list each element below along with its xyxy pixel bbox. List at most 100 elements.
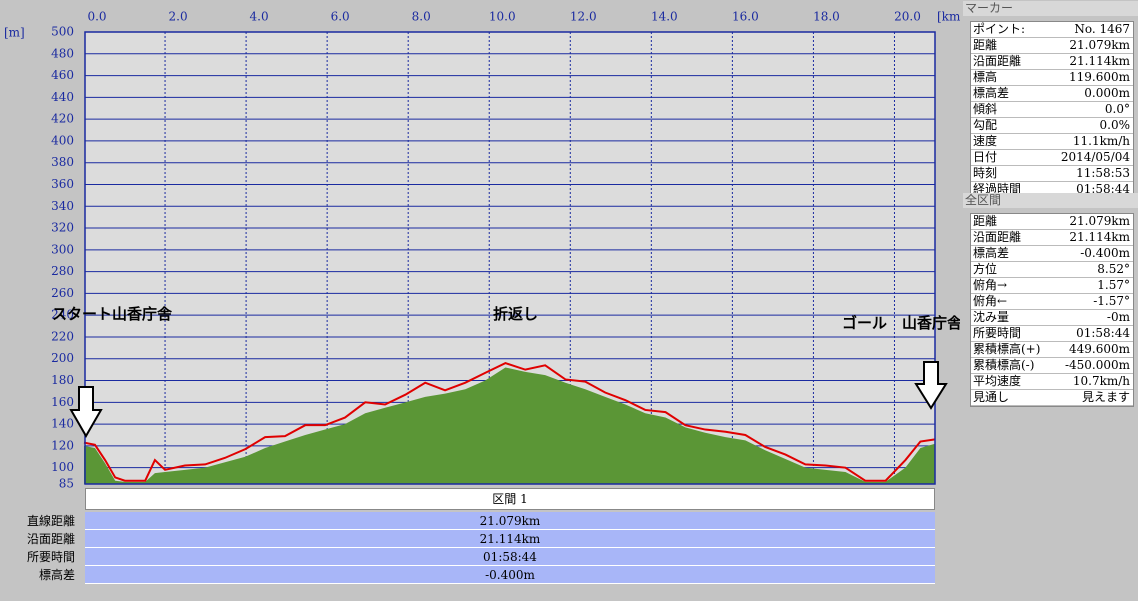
panel-row: 距離 21.079km [971, 214, 1133, 230]
y-tick-label: 160 [51, 395, 74, 409]
annotation: 折返し [493, 305, 538, 323]
row-label: 直線距離 [26, 514, 75, 528]
x-tick-label: 16.0 [732, 10, 759, 24]
x-tick-label: 10.0 [489, 10, 516, 24]
row-label: 俯角← [973, 294, 1008, 308]
row-value: 01:58:44 [85, 548, 935, 566]
route-line [83, 362, 936, 482]
row-label: 日付 [973, 150, 998, 164]
row-label: 累積標高(+) [973, 342, 1041, 356]
x-tick-label: 4.0 [250, 10, 269, 24]
panel-row: 標高差 0.000m [971, 86, 1133, 102]
arrow-goal [914, 361, 948, 410]
y-tick-label: 260 [51, 286, 74, 300]
row-label: 所要時間 [26, 550, 75, 564]
row-label: 所要時間 [973, 326, 1022, 340]
row-value: 21.114km [85, 530, 935, 548]
row-label: 傾斜 [973, 102, 998, 116]
panel-row: 傾斜 0.0° [971, 102, 1133, 118]
y-tick-label: 120 [51, 438, 74, 452]
row-label: 経過時間 [973, 182, 1022, 196]
row-label: 沿面距離 [973, 230, 1022, 244]
row-value: 0.0° [1104, 102, 1130, 116]
row-label: 距離 [973, 38, 998, 52]
row-value: 119.600m [1068, 70, 1130, 84]
row-label: 勾配 [973, 118, 998, 132]
panel-row: 沿面距離 21.114km [971, 230, 1133, 246]
row-value: 0.0% [1099, 118, 1131, 132]
y-axis-unit: [m] [4, 26, 25, 40]
panel-row: 日付 2014/05/04 [971, 150, 1133, 166]
x-tick-label: 12.0 [570, 10, 597, 24]
x-tick-label: 0.0 [87, 10, 106, 24]
panel-row: 俯角← -1.57° [971, 294, 1133, 310]
y-tick-label: 340 [51, 199, 74, 213]
row-label: 累積標高(-) [973, 358, 1035, 372]
row-value: 見えます [1081, 390, 1130, 404]
row-value: 21.079km [1069, 214, 1130, 228]
y-tick-label: 85 [59, 477, 74, 491]
row-value: 21.079km [1069, 38, 1130, 52]
x-tick-label: 18.0 [813, 10, 840, 24]
y-tick-label: 480 [51, 46, 74, 60]
panel-row: 沿面距離 21.114km [971, 54, 1133, 70]
panel-row: 俯角→ 1.57° [971, 278, 1133, 294]
row-value: -1.57° [1093, 294, 1130, 308]
row-value: 449.600m [1068, 342, 1130, 356]
x-tick-label: 2.0 [169, 10, 188, 24]
section-header: 区間 1 [85, 488, 935, 510]
row-value: 1.57° [1097, 278, 1130, 292]
x-tick-label: 6.0 [331, 10, 350, 24]
row-value: 21.079km [85, 512, 935, 530]
panel-row: 累積標高(+) 449.600m [971, 342, 1133, 358]
row-value: 11.1km/h [1072, 134, 1130, 148]
total-panel: 距離 21.079km 沿面距離 21.114km 標高差 -0.400m 方位 8.52° 俯… [970, 213, 1134, 407]
y-tick-label: 360 [51, 177, 74, 191]
row-label: 平均速度 [973, 374, 1022, 388]
row-label: 標高差 [38, 568, 75, 582]
panel-row: 方位 8.52° [971, 262, 1133, 278]
row-label: 俯角→ [973, 278, 1008, 292]
row-value: -0.400m [85, 566, 935, 584]
panel-row: 標高 119.600m [971, 70, 1133, 86]
row-value: 8.52° [1097, 262, 1130, 276]
row-value: 21.114km [1069, 54, 1130, 68]
row-label: 沿面距離 [973, 54, 1022, 68]
y-tick-label: 500 [51, 25, 74, 39]
panel-title: 全区間 [963, 193, 1138, 208]
row-label: 標高差 [973, 246, 1010, 260]
x-tick-label: 8.0 [412, 10, 431, 24]
row-value: -450.000m [1064, 358, 1130, 372]
panel-row: ポイント: No. 1467 [971, 22, 1133, 38]
row-label: 時刻 [973, 166, 998, 180]
panel-row: 見通し 見えます [971, 390, 1133, 406]
row-value: 11:58:53 [1076, 166, 1130, 180]
panel-row: 勾配 0.0% [971, 118, 1133, 134]
row-value: 21.114km [1069, 230, 1130, 244]
panel-row: 沈み量 -0m [971, 310, 1133, 326]
row-label: 標高差 [973, 86, 1010, 100]
x-axis-unit: [km] [937, 10, 960, 24]
panel-row: 累積標高(-) -450.000m [971, 358, 1133, 374]
y-tick-label: 280 [51, 264, 74, 278]
annotation: ゴール 山香庁舎 [842, 314, 960, 332]
row-label: 沈み量 [973, 310, 1010, 324]
row-value: -0m [1106, 310, 1130, 324]
row-value: 10.7km/h [1072, 374, 1130, 388]
panel-row: 所要時間 01:58:44 [971, 326, 1133, 342]
marker-panel: ポイント: No. 1467 距離 21.079km 沿面距離 21.114km 標高 119… [970, 21, 1134, 199]
panel-row: 距離 21.079km [971, 38, 1133, 54]
y-tick-label: 200 [51, 351, 74, 365]
panel-row: 速度 11.1km/h [971, 134, 1133, 150]
row-value: 01:58:44 [1076, 182, 1130, 196]
elevation-chart: 85 100 120 140 160 180 200 220 240 260 280 300 320 34… [4, 10, 960, 491]
y-tick-label: 220 [51, 329, 74, 343]
y-tick-label: 320 [51, 221, 74, 235]
row-label: 標高 [973, 70, 998, 84]
y-tick-label: 300 [51, 242, 74, 256]
x-tick-label: 20.0 [894, 10, 921, 24]
terrain-area [84, 367, 935, 484]
panel-row: 平均速度 10.7km/h [971, 374, 1133, 390]
row-value: 01:58:44 [1076, 326, 1130, 340]
